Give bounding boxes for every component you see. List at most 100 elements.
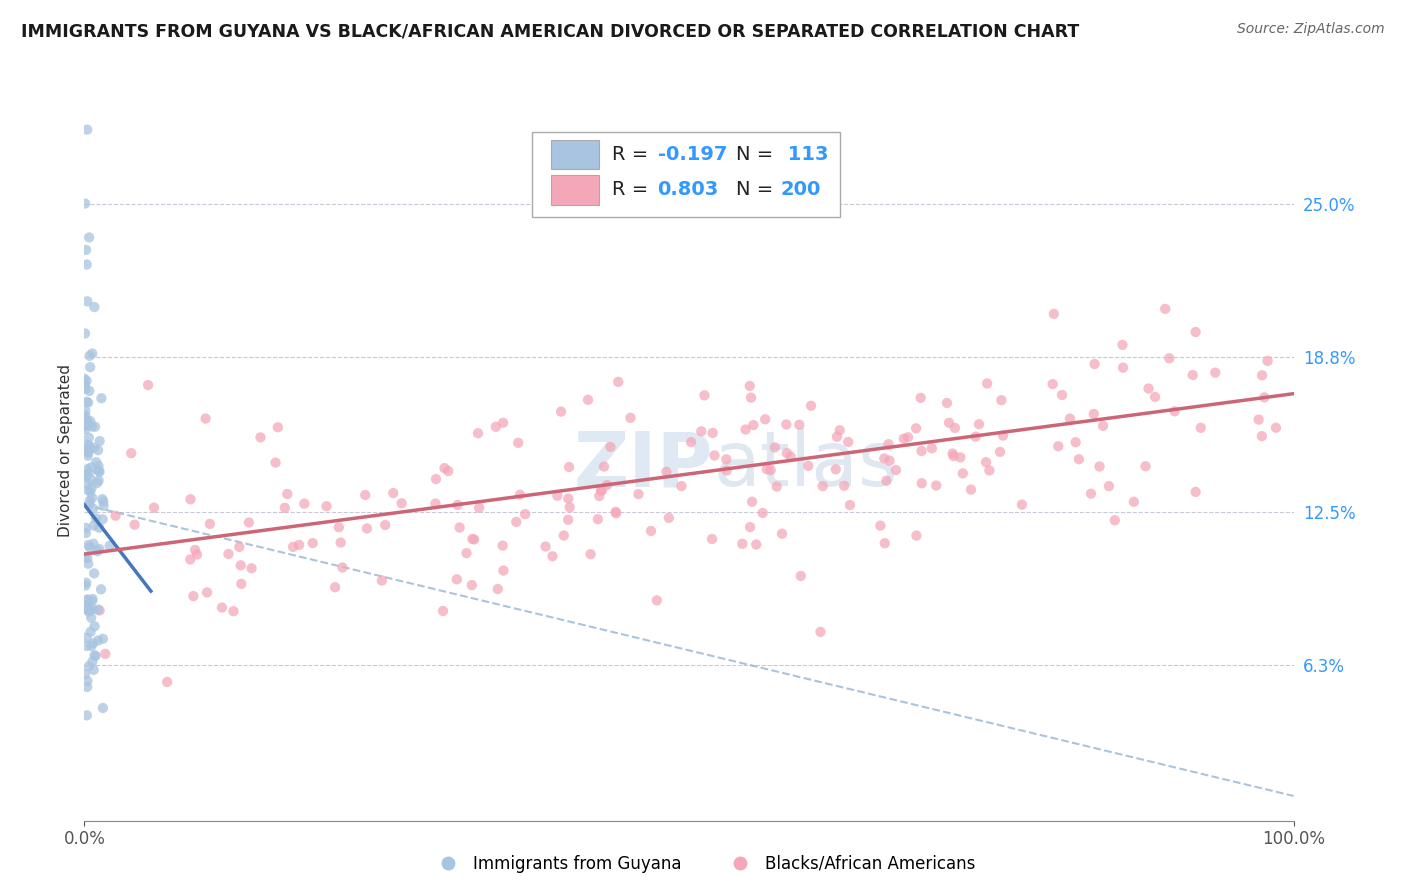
Text: 0.803: 0.803 <box>658 180 718 199</box>
Point <box>508 435 530 450</box>
Point <box>593 459 616 474</box>
Point <box>797 458 820 473</box>
Point <box>281 540 304 554</box>
Point <box>693 388 716 402</box>
Point <box>941 446 963 460</box>
Point <box>943 421 966 435</box>
Point <box>759 463 782 477</box>
Point <box>789 417 811 432</box>
Point <box>884 463 907 477</box>
Point <box>89 541 111 556</box>
Point <box>731 537 754 551</box>
Point <box>75 467 97 482</box>
Point <box>765 479 787 493</box>
Point <box>382 486 405 500</box>
Point <box>433 461 456 475</box>
Point <box>1163 404 1185 418</box>
Point <box>84 419 107 434</box>
Point <box>87 521 110 535</box>
Point <box>75 578 97 592</box>
Point <box>558 460 581 475</box>
Point <box>446 572 468 586</box>
Point <box>576 392 599 407</box>
Point <box>93 499 115 513</box>
Point <box>75 422 97 436</box>
Point <box>77 538 100 552</box>
Text: N =: N = <box>737 145 779 164</box>
Point <box>492 416 515 430</box>
Point <box>84 648 107 663</box>
Point <box>586 512 609 526</box>
Point <box>222 604 245 618</box>
Point <box>779 450 801 464</box>
Text: N =: N = <box>737 180 779 199</box>
Point <box>179 552 201 566</box>
Point <box>83 566 105 581</box>
Point <box>588 489 610 503</box>
Point <box>742 417 765 432</box>
Point <box>1092 418 1115 433</box>
Point <box>76 462 98 476</box>
Point <box>76 639 98 653</box>
Point <box>1122 495 1144 509</box>
Point <box>76 258 98 272</box>
Point <box>925 478 948 492</box>
Point <box>832 479 855 493</box>
Point <box>73 196 96 211</box>
Point <box>83 518 105 533</box>
Point <box>828 423 851 437</box>
Point <box>301 536 323 550</box>
Point <box>755 462 778 476</box>
Point <box>976 376 998 391</box>
Point <box>276 487 298 501</box>
Point <box>73 550 96 565</box>
Point <box>702 425 724 440</box>
Point <box>1159 351 1181 366</box>
Point <box>1059 411 1081 425</box>
Point <box>76 600 98 615</box>
Point <box>75 404 97 418</box>
Point <box>211 600 233 615</box>
Point <box>1084 357 1107 371</box>
Point <box>640 524 662 538</box>
Point <box>1189 421 1212 435</box>
Point <box>332 560 354 574</box>
Point <box>988 445 1011 459</box>
Point <box>837 434 859 449</box>
Point <box>734 422 756 436</box>
Point <box>76 444 98 458</box>
Text: R =: R = <box>612 145 654 164</box>
Text: ZIP: ZIP <box>574 428 713 502</box>
Point <box>329 535 352 549</box>
Point <box>1088 459 1111 474</box>
Point <box>515 507 537 521</box>
Point <box>738 520 761 534</box>
Point <box>596 478 619 492</box>
Point <box>75 526 97 541</box>
Point <box>873 536 896 550</box>
Point <box>77 395 100 409</box>
Point <box>541 549 564 564</box>
Point <box>974 455 997 469</box>
Point <box>104 508 127 523</box>
Point <box>194 411 217 425</box>
Point <box>75 469 97 483</box>
Point <box>391 496 413 510</box>
Point <box>94 647 117 661</box>
Point <box>136 378 159 392</box>
Point <box>198 516 221 531</box>
Point <box>89 434 111 448</box>
Point <box>73 418 96 433</box>
Point <box>80 419 103 434</box>
Point <box>486 582 509 596</box>
Point <box>1104 513 1126 527</box>
Point <box>960 483 983 497</box>
Point <box>942 449 965 463</box>
Point <box>967 417 990 432</box>
Point <box>83 663 105 677</box>
Point <box>1137 382 1160 396</box>
Point <box>91 494 114 508</box>
Point <box>811 479 834 493</box>
Point <box>77 438 100 452</box>
Point <box>91 701 114 715</box>
